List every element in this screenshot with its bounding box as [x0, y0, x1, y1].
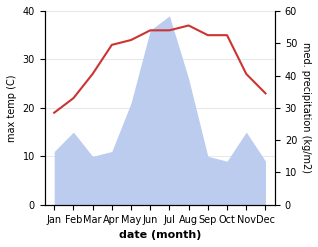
X-axis label: date (month): date (month) — [119, 230, 201, 240]
Y-axis label: max temp (C): max temp (C) — [7, 74, 17, 142]
Y-axis label: med. precipitation (kg/m2): med. precipitation (kg/m2) — [301, 42, 311, 173]
